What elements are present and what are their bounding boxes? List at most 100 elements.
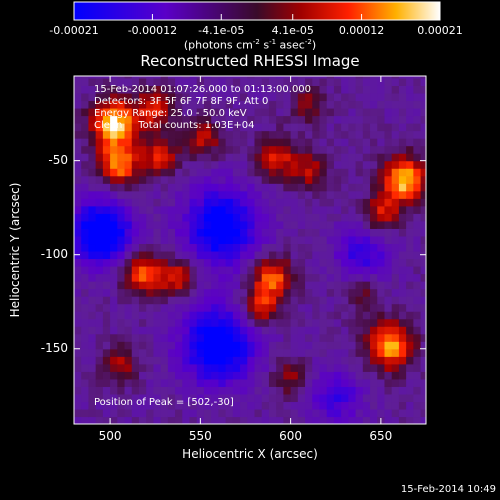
heatmap-cell	[182, 363, 191, 372]
heatmap-cell	[276, 318, 284, 327]
heatmap-cell	[290, 160, 299, 169]
heatmap-cell	[319, 250, 328, 260]
heatmap-cell	[355, 220, 364, 229]
heatmap-cell	[146, 115, 155, 124]
heatmap-cell	[247, 145, 256, 154]
heatmap-cell	[196, 213, 205, 222]
heatmap-cell	[160, 408, 169, 418]
heatmap-cell	[218, 378, 227, 387]
heatmap-cell	[283, 123, 292, 132]
heatmap-cell	[146, 243, 155, 252]
heatmap-cell	[196, 333, 205, 342]
heatmap-cell	[370, 273, 378, 282]
heatmap-cell	[268, 183, 277, 192]
heatmap-cell	[203, 250, 212, 260]
heatmap-cell	[384, 273, 393, 282]
colorbar-tick-label: -4.1e-05	[198, 24, 245, 37]
heatmap-cell	[290, 401, 299, 410]
heatmap-cell	[305, 153, 313, 162]
heatmap-cell	[95, 393, 104, 403]
heatmap-cell	[95, 77, 104, 86]
heatmap-cell	[268, 205, 277, 214]
heatmap-cell	[146, 250, 155, 260]
heatmap-cell	[362, 183, 371, 192]
heatmap-cell	[355, 356, 364, 365]
heatmap-cell	[305, 333, 313, 342]
heatmap-cell	[333, 205, 342, 214]
heatmap-cell	[290, 341, 299, 350]
heatmap-cell	[276, 115, 284, 124]
heatmap-cell	[124, 243, 133, 252]
heatmap-cell	[232, 175, 241, 184]
heatmap-cell	[211, 326, 220, 335]
heatmap-cell	[276, 198, 284, 207]
heatmap-cell	[240, 175, 248, 184]
heatmap-cell	[138, 378, 147, 387]
heatmap-cell	[384, 303, 393, 312]
heatmap-cell	[167, 77, 176, 86]
heatmap-cell	[276, 76, 284, 79]
heatmap-cell	[254, 303, 263, 312]
heatmap-cell	[153, 175, 162, 184]
heatmap-cell	[117, 296, 126, 305]
heatmap-cell	[74, 281, 82, 290]
heatmap-cell	[189, 416, 198, 424]
heatmap-cell	[196, 220, 205, 229]
heatmap-cell	[203, 153, 212, 162]
heatmap-cell	[398, 138, 407, 147]
heatmap-cell	[406, 168, 414, 177]
heatmap-cell	[74, 92, 82, 102]
heatmap-cell	[203, 235, 212, 245]
heatmap-cell	[326, 311, 335, 320]
heatmap-cell	[398, 408, 407, 418]
heatmap-cell	[413, 220, 422, 229]
heatmap-cell	[247, 175, 256, 184]
heatmap-cell	[254, 190, 263, 199]
heatmap-cell	[312, 235, 321, 245]
heatmap-cell	[276, 371, 284, 380]
heatmap-cell	[95, 138, 104, 147]
heatmap-cell	[326, 386, 335, 395]
heatmap-cell	[175, 92, 183, 102]
heatmap-cell	[240, 416, 248, 424]
heatmap-cell	[377, 326, 386, 335]
heatmap-cell	[362, 205, 371, 214]
heatmap-cell	[146, 123, 155, 132]
heatmap-cell	[74, 326, 82, 335]
heatmap-cell	[131, 100, 140, 109]
heatmap-cell	[167, 100, 176, 109]
heatmap-cell	[413, 183, 422, 192]
heatmap-cell	[131, 326, 140, 335]
heatmap-cell	[196, 123, 205, 132]
heatmap-cell	[312, 311, 321, 320]
heatmap-cell	[319, 160, 328, 169]
heatmap-cell	[182, 393, 191, 403]
heatmap-cell	[110, 408, 118, 418]
heatmap-cell	[182, 378, 191, 387]
heatmap-cell	[160, 258, 169, 267]
heatmap-cell	[261, 318, 270, 327]
heatmap-cell	[341, 138, 349, 147]
heatmap-cell	[326, 235, 335, 245]
heatmap-cell	[203, 243, 212, 252]
heatmap-cell	[261, 250, 270, 260]
heatmap-cell	[355, 371, 364, 380]
heatmap-cell	[117, 311, 126, 320]
heatmap-cell	[254, 250, 263, 260]
heatmap-cell	[153, 85, 162, 94]
heatmap-cell	[247, 220, 256, 229]
heatmap-cell	[398, 77, 407, 86]
heatmap-cell	[167, 326, 176, 335]
heatmap-cell	[110, 220, 118, 229]
heatmap-cell	[276, 296, 284, 305]
heatmap-cell	[391, 386, 400, 395]
heatmap-cell	[232, 348, 241, 357]
heatmap-cell	[391, 198, 400, 207]
heatmap-cell	[88, 341, 97, 350]
heatmap-cell	[124, 303, 133, 312]
heatmap-cell	[384, 220, 393, 229]
heatmap-cell	[218, 220, 227, 229]
heatmap-cell	[110, 356, 118, 365]
heatmap-cell	[413, 296, 422, 305]
heatmap-cell	[312, 250, 321, 260]
